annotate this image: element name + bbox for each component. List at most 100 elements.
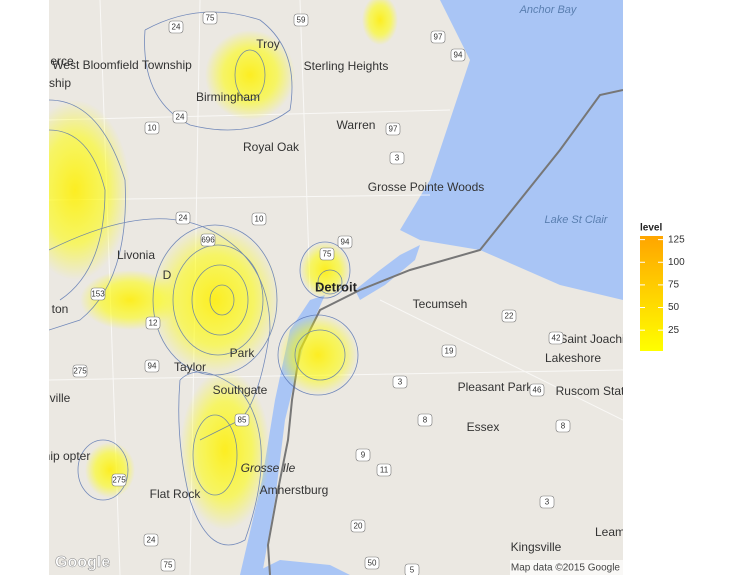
shield-number: 85 xyxy=(238,416,247,425)
color-bar xyxy=(640,236,663,351)
shield xyxy=(555,419,571,433)
shield-number: 8 xyxy=(423,416,428,425)
place: Royal Oak xyxy=(243,140,300,154)
shield xyxy=(385,122,401,136)
shield xyxy=(251,212,267,226)
shield xyxy=(90,287,106,301)
place: Saint Joachim xyxy=(559,332,634,346)
route-shields: 7524599794102497324696109475153122242192… xyxy=(72,11,571,575)
contours xyxy=(49,11,359,546)
legend: level 25 50 75 100 125 xyxy=(640,223,685,351)
shield xyxy=(202,11,218,25)
place: Flat Rock xyxy=(150,487,202,501)
place: Taylor xyxy=(174,360,206,374)
place: Birmingham xyxy=(196,90,260,104)
shield xyxy=(111,473,127,487)
shield-number: 94 xyxy=(148,362,157,371)
shield xyxy=(364,556,380,570)
legend-tick-label: 125 xyxy=(668,234,685,245)
legend-tick-label: 25 xyxy=(668,325,680,336)
shield xyxy=(200,233,216,247)
shield-number: 5 xyxy=(410,566,415,575)
shield xyxy=(234,413,250,427)
shield xyxy=(417,413,433,427)
place: erce xyxy=(50,54,74,68)
place: ville xyxy=(50,391,71,405)
place: Grosse Pointe Woods xyxy=(368,180,485,194)
place: Kingsville xyxy=(511,540,562,554)
shield xyxy=(501,309,517,323)
shield-number: 9 xyxy=(361,451,366,460)
shield xyxy=(337,235,353,249)
shield-number: 75 xyxy=(206,14,215,23)
shield-number: 3 xyxy=(545,498,550,507)
lake-erie xyxy=(250,560,350,575)
shield-number: 275 xyxy=(112,476,126,485)
shield-number: 20 xyxy=(354,522,363,531)
shield-number: 75 xyxy=(323,250,332,259)
shield xyxy=(319,247,335,261)
place: ship opter xyxy=(38,449,91,463)
shield xyxy=(376,463,392,477)
place: Warren xyxy=(337,118,376,132)
shield xyxy=(389,151,405,165)
place: Essex xyxy=(467,420,500,434)
shield xyxy=(355,448,371,462)
shield-number: 10 xyxy=(148,124,157,133)
shield xyxy=(144,359,160,373)
shield-number: 153 xyxy=(91,290,105,299)
shield-number: 24 xyxy=(147,536,156,545)
shield xyxy=(441,344,457,358)
legend-title: level xyxy=(640,223,662,234)
place: Park xyxy=(230,346,256,360)
shield xyxy=(404,563,420,575)
shield xyxy=(392,375,408,389)
place: ton xyxy=(52,302,69,316)
shield xyxy=(529,383,545,397)
shield xyxy=(539,495,555,509)
shield xyxy=(168,20,184,34)
place: Southgate xyxy=(213,383,268,397)
river xyxy=(240,295,325,575)
place: Detroit xyxy=(315,279,358,294)
place: ship xyxy=(49,76,71,90)
shield-number: 11 xyxy=(380,466,389,475)
border xyxy=(266,89,623,575)
shield xyxy=(143,533,159,547)
shield-number: 97 xyxy=(389,125,398,134)
attribution: Map data ©2015 Google xyxy=(511,563,621,574)
shield-number: 19 xyxy=(445,347,454,356)
shield xyxy=(145,316,161,330)
place: Tecumseh xyxy=(413,297,468,311)
shield-number: 59 xyxy=(297,16,306,25)
shield-number: 75 xyxy=(164,561,173,570)
shield-number: 8 xyxy=(561,422,566,431)
shield xyxy=(293,13,309,27)
shield-number: 3 xyxy=(395,154,400,163)
shield xyxy=(144,121,160,135)
shield-number: 22 xyxy=(505,312,514,321)
place: Troy xyxy=(256,37,280,51)
legend-tick-label: 100 xyxy=(668,257,685,268)
shield xyxy=(72,364,88,378)
shield xyxy=(350,519,366,533)
shield xyxy=(450,48,466,62)
place: Leam xyxy=(595,525,625,539)
shield xyxy=(430,30,446,44)
shield-number: 94 xyxy=(454,51,463,60)
shield-number: 24 xyxy=(176,113,185,122)
shield xyxy=(172,110,188,124)
attribution-bg xyxy=(510,560,623,575)
lake xyxy=(400,0,623,300)
place: Pleasant Park xyxy=(458,380,534,394)
place-labels: West Bloomfield Township Birmingham Troy… xyxy=(38,4,634,554)
shield-number: 94 xyxy=(341,238,350,247)
logo: Google xyxy=(55,554,110,571)
shield-number: 696 xyxy=(201,236,215,245)
place: Sterling Heights xyxy=(304,59,389,73)
shield-number: 10 xyxy=(255,215,264,224)
place: Lakeshore xyxy=(545,351,601,365)
shield-number: 12 xyxy=(149,319,158,328)
shield-number: 275 xyxy=(73,367,87,376)
